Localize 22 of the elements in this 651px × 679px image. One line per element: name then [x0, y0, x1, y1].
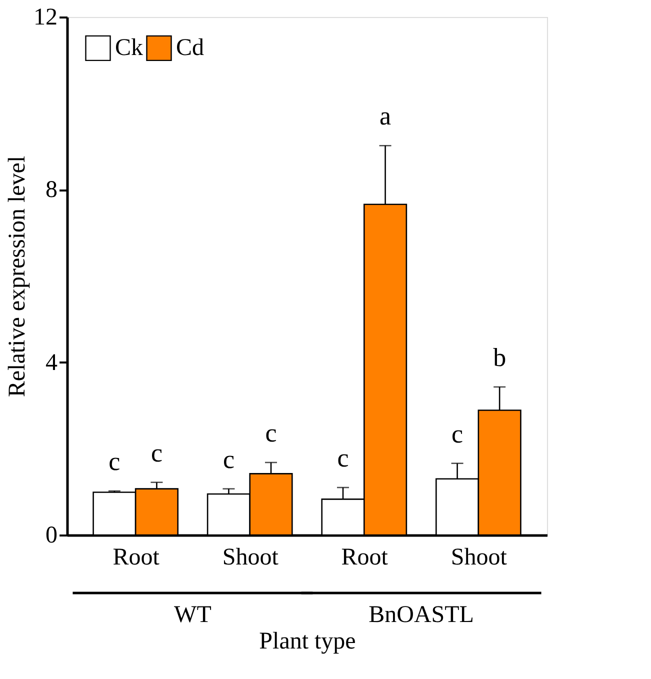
y-axis-title: Relative expression level — [4, 156, 30, 398]
annotation: c — [452, 419, 464, 448]
x-tick-label: Shoot — [450, 544, 508, 570]
annotation: c — [337, 444, 349, 473]
annotation: c — [150, 438, 162, 468]
annotation: b — [493, 342, 506, 372]
legend-label: Cd — [176, 35, 204, 62]
y-tick-label: 0 — [46, 522, 58, 548]
annotation: c — [265, 418, 277, 448]
y-tick-label: 12 — [34, 4, 58, 30]
x-tick-label: Root — [341, 544, 388, 570]
legend-label: Ck — [115, 35, 144, 62]
x-tick-label: Root — [112, 544, 160, 570]
x-tick-label: Shoot — [222, 544, 279, 570]
text: WT — [174, 602, 212, 628]
text: BnOASTL — [368, 602, 474, 628]
annotation: a — [380, 102, 392, 131]
y-tick-label: 4 — [46, 350, 58, 376]
x-axis-title: Plant type — [259, 628, 356, 654]
annotation: c — [108, 446, 120, 476]
y-tick-label: 8 — [46, 177, 58, 204]
annotation: c — [222, 444, 234, 474]
